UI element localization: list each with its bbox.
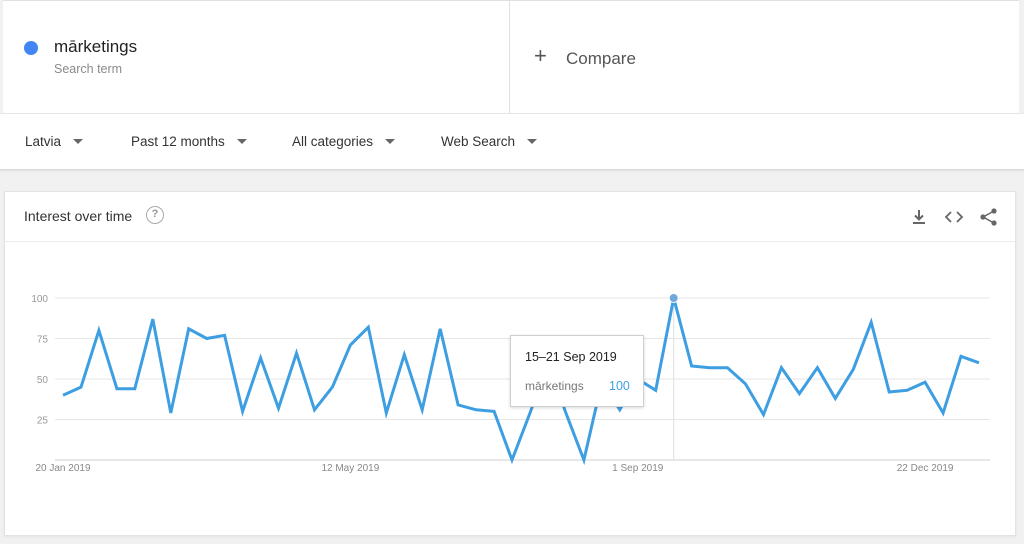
- highlighted-data-point: [668, 293, 679, 303]
- tooltip-term: mārketings: [525, 379, 584, 393]
- category-label: All categories: [292, 134, 374, 149]
- compare-label: Compare: [566, 49, 636, 68]
- x-tick-label: 1 Sep 2019: [612, 463, 664, 474]
- tooltip-date: 15–21 Sep 2019: [525, 350, 617, 364]
- x-tick-label: 22 Dec 2019: [897, 463, 954, 474]
- compare-button[interactable]: + Compare: [510, 1, 1019, 114]
- search-term-subtitle: Search term: [54, 62, 123, 76]
- embed-icon[interactable]: [943, 206, 965, 228]
- chevron-down-icon: [527, 139, 538, 144]
- chevron-down-icon: [236, 139, 247, 144]
- x-tick-label: 20 Jan 2019: [35, 463, 90, 474]
- period-label: Past 12 months: [131, 134, 225, 149]
- interest-over-time-card: Interest over time ? 25 50 75 100 20 Jan 201…: [4, 191, 1016, 536]
- chart-tooltip: 15–21 Sep 2019 mārketings 100: [510, 335, 644, 407]
- y-tick-label: 50: [37, 375, 49, 386]
- y-tick-label: 75: [37, 335, 49, 346]
- search-type-label: Web Search: [441, 134, 516, 149]
- tooltip-value: 100: [609, 379, 630, 393]
- search-term-card[interactable]: mārketings Search term: [3, 1, 510, 114]
- search-terms-bar: mārketings Search term + Compare: [3, 0, 1019, 114]
- share-icon[interactable]: [978, 206, 1000, 228]
- period-dropdown[interactable]: Past 12 months: [131, 134, 247, 149]
- category-dropdown[interactable]: All categories: [292, 134, 396, 149]
- y-tick-label: 100: [31, 294, 48, 305]
- region-dropdown[interactable]: Latvia: [25, 134, 84, 149]
- y-tick-label: 25: [37, 416, 49, 427]
- filter-bar: Latvia Past 12 months All categories Web…: [0, 113, 1024, 170]
- region-label: Latvia: [25, 134, 62, 149]
- series-line: [62, 297, 980, 466]
- card-title: Interest over time: [24, 208, 133, 224]
- search-term-name[interactable]: mārketings: [54, 37, 138, 56]
- x-tick-label: 12 May 2019: [321, 463, 379, 474]
- chevron-down-icon: [385, 139, 396, 144]
- interest-line-chart: 25 50 75 100 20 Jan 2019 12 May 2019 1 Sep 201…: [31, 293, 990, 474]
- help-icon[interactable]: ?: [146, 206, 164, 224]
- search-type-dropdown[interactable]: Web Search: [441, 134, 538, 149]
- term-color-dot: [24, 41, 38, 55]
- plus-icon: +: [534, 43, 547, 68]
- download-icon[interactable]: [908, 206, 930, 228]
- card-header: Interest over time ?: [5, 192, 1015, 242]
- chevron-down-icon: [73, 139, 84, 144]
